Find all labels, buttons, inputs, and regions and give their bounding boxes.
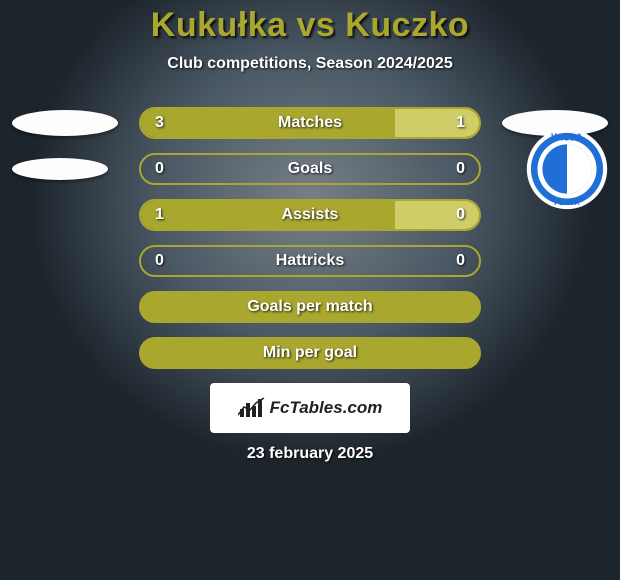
- stat-value-right: 0: [456, 206, 465, 224]
- stat-fill-left: [141, 201, 395, 229]
- stat-label: Min per goal: [263, 344, 357, 362]
- stat-fill-left: [141, 109, 395, 137]
- stat-bar: 3 1 Matches: [139, 107, 481, 139]
- stat-row: 0 0 Hattricks: [0, 245, 620, 277]
- stat-bar: 0 0 Hattricks: [139, 245, 481, 277]
- date-text: 23 february 2025: [247, 445, 373, 463]
- stats-container: 3 1 Matches 0 0 Goals WISŁAPŁOCK 1 0 Assists 0 0 Hat…: [0, 107, 620, 369]
- player1-name: Kukułka: [151, 6, 287, 44]
- stat-row: 1 0 Assists: [0, 199, 620, 231]
- subtitle: Club competitions, Season 2024/2025: [167, 55, 452, 73]
- player2-name: Kuczko: [345, 6, 469, 44]
- svg-text:WISŁA: WISŁA: [551, 132, 583, 143]
- stat-value-left: 1: [155, 206, 164, 224]
- page-title: Kukułka vs Kuczko: [151, 6, 469, 45]
- vs-text: vs: [297, 6, 336, 44]
- club-badge-placeholder: [12, 158, 108, 180]
- stat-fill-right: [395, 109, 480, 137]
- stat-label: Matches: [278, 114, 342, 132]
- stat-value-left: 0: [155, 252, 164, 270]
- stat-value-right: 0: [456, 160, 465, 178]
- stat-row: Min per goal: [0, 337, 620, 369]
- stat-value-left: 0: [155, 160, 164, 178]
- club-badge-wisla-plock: WISŁAPŁOCK: [526, 128, 608, 210]
- stat-label: Hattricks: [276, 252, 344, 270]
- stat-bar: Goals per match: [139, 291, 481, 323]
- stat-bar: Min per goal: [139, 337, 481, 369]
- stat-label: Assists: [282, 206, 339, 224]
- stat-bar: 0 0 Goals: [139, 153, 481, 185]
- stat-fill-right: [395, 201, 480, 229]
- stat-row: 00GoalsWISŁAPŁOCK: [0, 153, 620, 185]
- brand-text: FcTables.com: [270, 398, 383, 418]
- stat-value-left: 3: [155, 114, 164, 132]
- stat-value-right: 0: [456, 252, 465, 270]
- club-crest-icon: WISŁAPŁOCK: [526, 128, 608, 210]
- stat-row: Goals per match: [0, 291, 620, 323]
- footer-branding: FcTables.com: [210, 383, 410, 433]
- stat-bar: 1 0 Assists: [139, 199, 481, 231]
- stat-label: Goals per match: [247, 298, 372, 316]
- chart-icon: [238, 397, 266, 419]
- stat-label: Goals: [288, 160, 332, 178]
- club-badge-placeholder: [12, 110, 118, 136]
- stat-value-right: 1: [456, 114, 465, 132]
